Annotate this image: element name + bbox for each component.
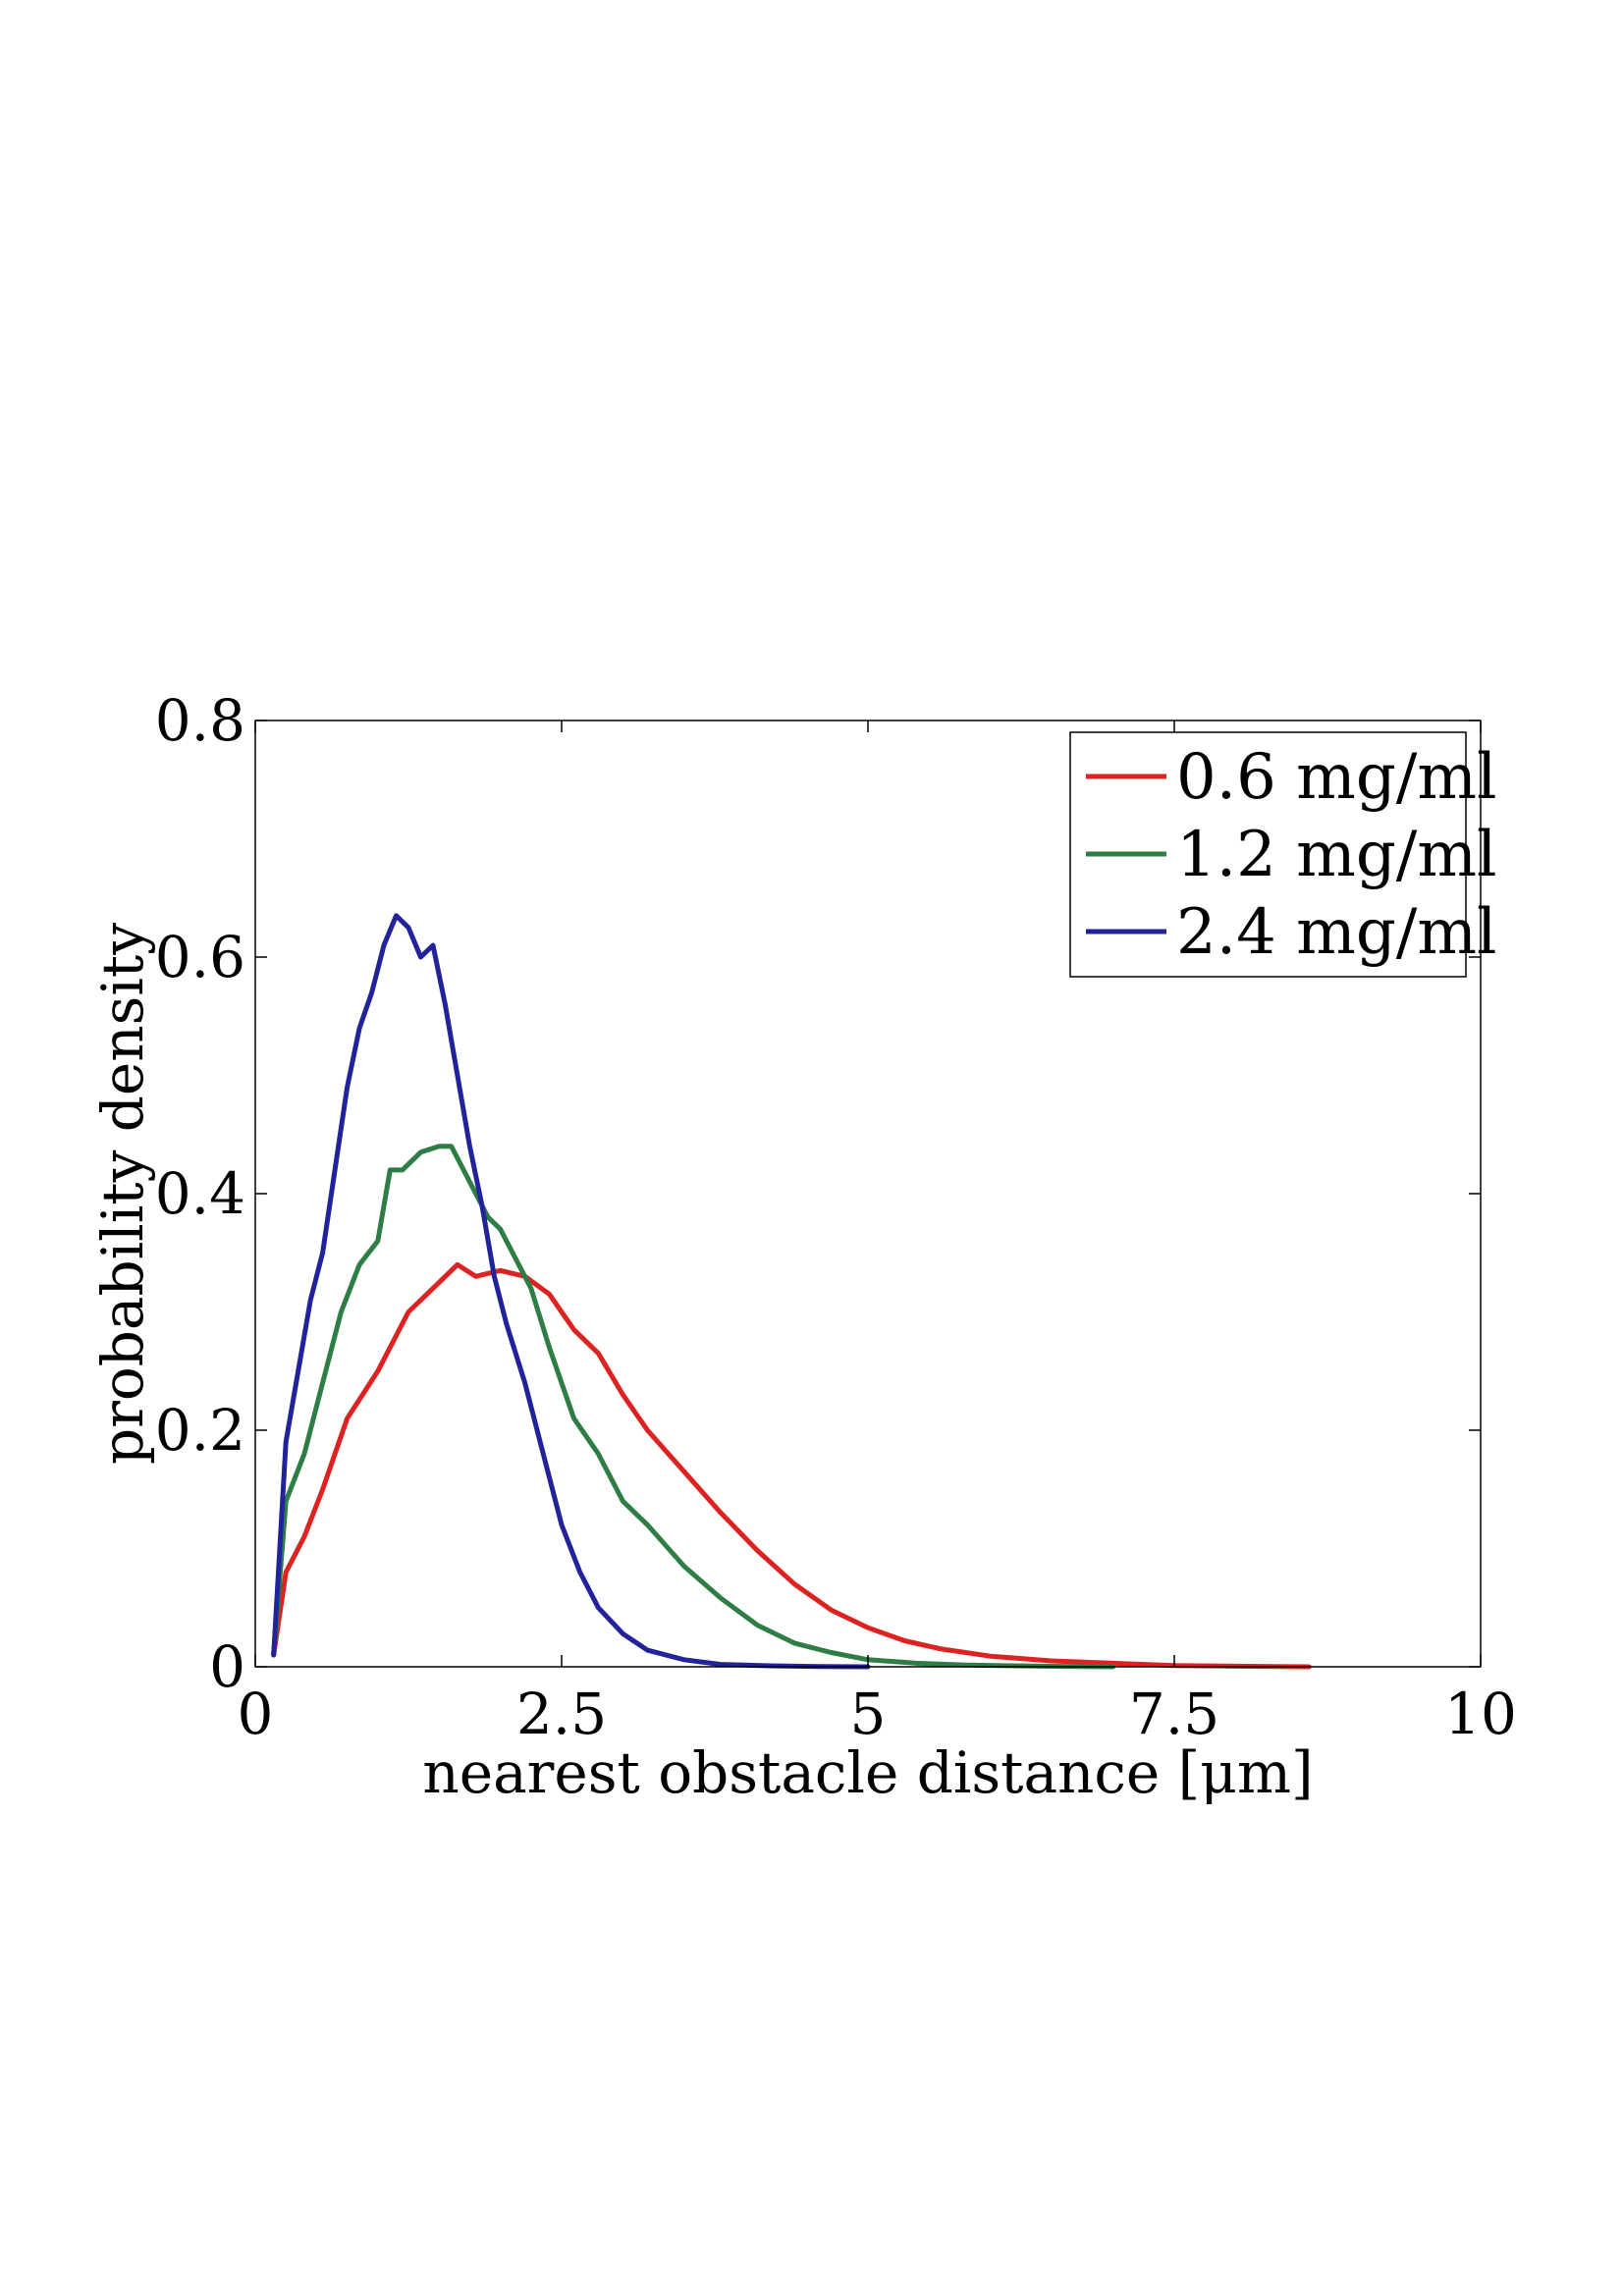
ticks: 0 2.5 5 7.5 10 0 0.2 0.4 0.6 0.8 [155, 687, 1517, 1747]
x-tick-label: 10 [1444, 1681, 1517, 1747]
x-tick-label: 7.5 [1129, 1681, 1219, 1747]
x-tick-label: 5 [850, 1681, 887, 1747]
y-tick-label: 0.2 [155, 1397, 245, 1464]
x-tick-label: 2.5 [516, 1681, 607, 1747]
x-tick-label: 0 [238, 1681, 274, 1747]
legend-label-1: 0.6 mg/ml [1176, 741, 1497, 814]
legend-label-3: 2.4 mg/ml [1176, 896, 1497, 969]
x-axis-label: nearest obstacle distance [μm] [422, 1739, 1313, 1806]
y-tick-label: 0.4 [155, 1160, 245, 1227]
legend-label-2: 1.2 mg/ml [1176, 819, 1497, 891]
y-tick-label: 0.8 [155, 687, 245, 754]
y-tick-label: 0 [209, 1633, 245, 1700]
series-layer [271, 913, 1312, 1670]
legend: 0.6 mg/ml1.2 mg/ml2.4 mg/ml [1069, 731, 1497, 978]
y-tick-label: 0.6 [155, 924, 245, 990]
series-line-3 [271, 913, 871, 1670]
series-line-2 [271, 1144, 1116, 1670]
y-axis-label: probability density [89, 923, 156, 1465]
series-line-1 [271, 1261, 1312, 1670]
